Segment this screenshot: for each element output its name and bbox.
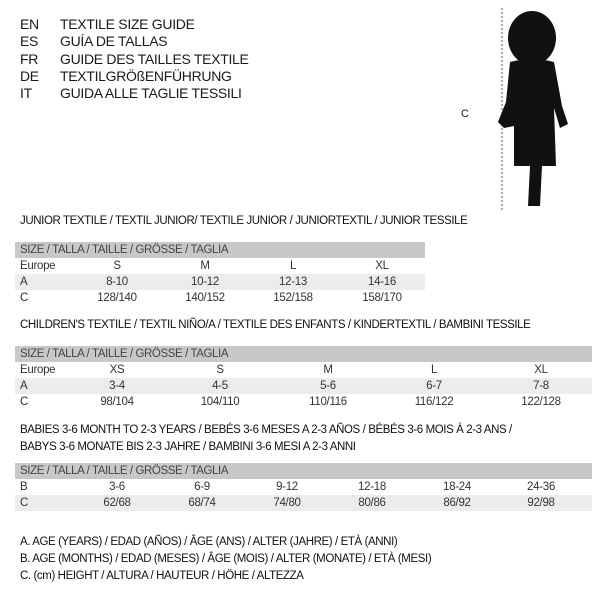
table-cell: 3-6 [109, 481, 125, 493]
child-silhouette-figure: C [461, 6, 580, 212]
table-cell: 152/158 [273, 292, 313, 304]
language-title: GUIDA ALLE TAGLIE TESSILI [60, 85, 242, 102]
row-label: B [20, 481, 28, 493]
table-cell: 7-8 [533, 380, 549, 392]
table-cell: 6-7 [426, 380, 442, 392]
table-cell: S [113, 260, 121, 272]
table-row: C 98/104 104/110 110/116 116/122 122/128 [15, 394, 592, 410]
table-cell: S [216, 364, 224, 376]
children-size-table: SIZE / TALLA / TAILLE / GRÖSSE / TAGLIA E… [15, 346, 592, 410]
table-cell: 92/98 [527, 497, 555, 509]
junior-size-table: SIZE / TALLA / TAILLE / GRÖSSE / TAGLIA E… [15, 242, 425, 306]
row-label: Europe [20, 364, 56, 376]
table-cell: 12-18 [358, 481, 386, 493]
language-title: GUÍA DE TALLAS [60, 33, 168, 50]
babies-title-line1: BABIES 3-6 MONTH TO 2-3 YEARS / BEBÉS 3-… [20, 424, 512, 436]
table-cell: 14-16 [368, 276, 396, 288]
table-cell: 128/140 [97, 292, 137, 304]
table-cell: 9-12 [276, 481, 298, 493]
table-cell: 86/92 [443, 497, 471, 509]
legend-item: A. AGE (YEARS) / EDAD (AÑOS) / ÂGE (ANS)… [20, 536, 398, 548]
table-row: Europe S M L XL [15, 258, 425, 274]
table-cell: 98/104 [100, 396, 134, 408]
row-label: C [20, 396, 29, 408]
table-cell: 140/152 [185, 292, 225, 304]
size-header-row: SIZE / TALLA / TAILLE / GRÖSSE / TAGLIA [15, 346, 592, 362]
table-cell: XL [375, 260, 389, 272]
row-label: Europe [20, 260, 56, 272]
table-cell: 8-10 [106, 276, 128, 288]
height-label: C [461, 108, 469, 120]
table-cell: 10-12 [191, 276, 219, 288]
table-cell: 68/74 [188, 497, 216, 509]
table-row: C 62/68 68/74 74/80 80/86 86/92 92/98 [15, 495, 592, 511]
row-label: C [20, 292, 29, 304]
language-code: DE [20, 67, 39, 84]
table-cell: XS [109, 364, 125, 376]
junior-title: JUNIOR TEXTILE / TEXTIL JUNIOR/ TEXTILE … [20, 215, 468, 227]
size-header-row: SIZE / TALLA / TAILLE / GRÖSSE / TAGLIA [15, 242, 425, 258]
language-title: GUIDE DES TAILLES TEXTILE [60, 50, 249, 67]
child-silhouette-icon [498, 8, 568, 210]
table-cell: L [430, 364, 438, 376]
language-code: FR [20, 50, 39, 67]
table-row: A 3-4 4-5 5-6 6-7 7-8 [15, 378, 592, 394]
table-cell: 62/68 [103, 497, 131, 509]
table-cell: XL [534, 364, 548, 376]
table-cell: M [200, 260, 210, 272]
table-cell: 3-4 [109, 380, 125, 392]
table-cell: 18-24 [443, 481, 471, 493]
table-cell: 5-6 [320, 380, 336, 392]
row-label: A [20, 276, 28, 288]
table-cell: 80/86 [358, 497, 386, 509]
table-row: C 128/140 140/152 152/158 158/170 [15, 290, 425, 306]
language-code: EN [20, 16, 39, 32]
language-title: TEXTILGRÖßENFÜHRUNG [60, 67, 232, 84]
row-label: A [20, 380, 28, 392]
children-title: CHILDREN'S TEXTILE / TEXTIL NIÑO/A / TEX… [20, 319, 531, 331]
table-cell: 12-13 [279, 276, 307, 288]
table-cell: 24-36 [527, 481, 555, 493]
table-cell: 122/128 [521, 396, 561, 408]
babies-size-table: SIZE / TALLA / TAILLE / GRÖSSE / TAGLIA B… [15, 463, 592, 511]
table-cell: 6-9 [194, 481, 210, 493]
table-cell: 116/122 [414, 396, 454, 408]
table-row: Europe XS S M L XL [15, 362, 592, 378]
table-cell: 110/116 [309, 396, 347, 408]
size-header-row: SIZE / TALLA / TAILLE / GRÖSSE / TAGLIA [15, 463, 592, 479]
legend-item: B. AGE (MONTHS) / EDAD (MESES) / ÂGE (MO… [20, 553, 432, 565]
language-code: IT [20, 85, 32, 102]
babies-title-line2: BABYS 3-6 MONATE BIS 2-3 JAHRE / BAMBINI… [20, 441, 356, 453]
table-row: B 3-6 6-9 9-12 12-18 18-24 24-36 [15, 479, 592, 495]
table-cell: M [323, 364, 333, 376]
table-cell: 74/80 [273, 497, 301, 509]
table-cell: 158/170 [362, 292, 402, 304]
table-row: A 8-10 10-12 12-13 14-16 [15, 274, 425, 290]
table-cell: 4-5 [212, 380, 228, 392]
legend-item: C. (cm) HEIGHT / ALTURA / HAUTEUR / HÖHE… [20, 570, 304, 582]
table-cell: 104/110 [200, 396, 240, 408]
row-label: C [20, 497, 29, 509]
language-title: TEXTILE SIZE GUIDE [60, 16, 195, 32]
language-code: ES [20, 33, 39, 50]
table-cell: L [289, 260, 297, 272]
